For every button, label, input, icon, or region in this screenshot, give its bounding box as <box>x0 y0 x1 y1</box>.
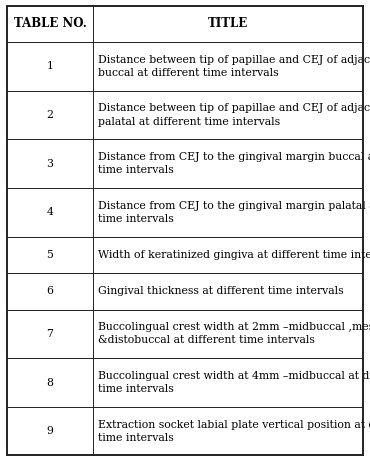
Text: 3: 3 <box>47 159 54 169</box>
Text: 2: 2 <box>47 110 54 120</box>
Text: TITLE: TITLE <box>208 17 249 30</box>
Text: Distance from CEJ to the gingival margin palatal at different
time intervals: Distance from CEJ to the gingival margin… <box>98 201 370 224</box>
Text: 8: 8 <box>47 378 54 388</box>
Text: Distance between tip of papillae and CEJ of adjacent  tooth
palatal at different: Distance between tip of papillae and CEJ… <box>98 103 370 127</box>
Text: Extraction socket labial plate vertical position at different
time intervals: Extraction socket labial plate vertical … <box>98 420 370 443</box>
Text: 6: 6 <box>47 286 54 296</box>
Text: Buccolingual crest width at 4mm –midbuccal at different
time intervals: Buccolingual crest width at 4mm –midbucc… <box>98 371 370 394</box>
Text: 4: 4 <box>47 207 53 217</box>
Text: 9: 9 <box>47 426 53 436</box>
Text: 1: 1 <box>47 61 54 71</box>
Text: Width of keratinized gingiva at different time intervals: Width of keratinized gingiva at differen… <box>98 250 370 260</box>
Text: Buccolingual crest width at 2mm –midbuccal ,mesiobuccal
&distobuccal at differen: Buccolingual crest width at 2mm –midbucc… <box>98 322 370 345</box>
Text: Distance between tip of papillae and CEJ of adjacent  tooth
buccal at different : Distance between tip of papillae and CEJ… <box>98 55 370 78</box>
Text: Gingival thickness at different time intervals: Gingival thickness at different time int… <box>98 286 343 296</box>
Text: 5: 5 <box>47 250 53 260</box>
Text: 7: 7 <box>47 329 53 339</box>
Text: TABLE NO.: TABLE NO. <box>14 17 87 30</box>
Text: Distance from CEJ to the gingival margin buccal at different
time intervals: Distance from CEJ to the gingival margin… <box>98 152 370 175</box>
